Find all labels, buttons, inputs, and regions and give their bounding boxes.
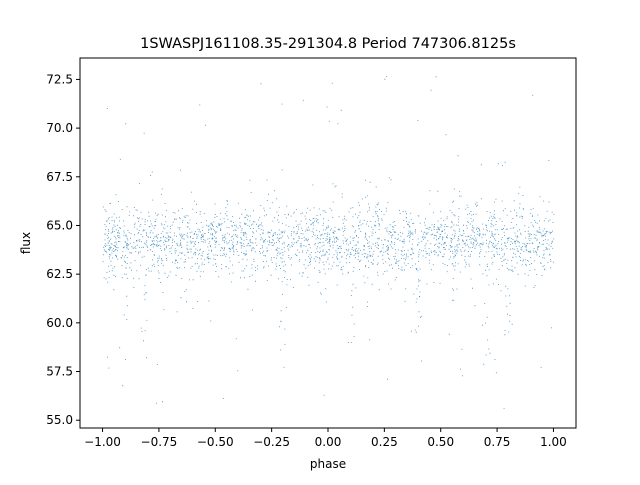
x-tick-label: 1.00 bbox=[540, 435, 567, 449]
y-tick-label: 72.5 bbox=[46, 72, 73, 86]
x-tick-label: −1.00 bbox=[84, 435, 121, 449]
y-tick-label: 57.5 bbox=[46, 365, 73, 379]
x-tick-label: 0.25 bbox=[371, 435, 398, 449]
chart-title: 1SWASPJ161108.35-291304.8 Period 747306.… bbox=[140, 36, 516, 52]
x-tick-label: 0.50 bbox=[427, 435, 454, 449]
x-tick-label: 0.75 bbox=[484, 435, 511, 449]
y-axis-label: flux bbox=[19, 232, 33, 254]
y-tick-label: 70.0 bbox=[46, 121, 73, 135]
y-tick-label: 65.0 bbox=[46, 218, 73, 232]
x-tick-label: 0.00 bbox=[315, 435, 342, 449]
x-axis: −1.00 −0.75 −0.50 −0.25 0.00 0.25 0.50 0.75 1.00 bbox=[84, 428, 567, 449]
x-axis-label: phase bbox=[310, 457, 346, 471]
x-tick-label: −0.75 bbox=[141, 435, 178, 449]
x-tick-label: −0.25 bbox=[253, 435, 290, 449]
x-tick-label: −0.50 bbox=[197, 435, 234, 449]
y-tick-label: 60.0 bbox=[46, 316, 73, 330]
y-axis: 55.0 57.5 60.0 62.5 65.0 67.5 70.0 72.5 bbox=[46, 72, 80, 427]
y-tick-label: 67.5 bbox=[46, 170, 73, 184]
y-tick-label: 55.0 bbox=[46, 413, 73, 427]
y-tick-label: 62.5 bbox=[46, 267, 73, 281]
